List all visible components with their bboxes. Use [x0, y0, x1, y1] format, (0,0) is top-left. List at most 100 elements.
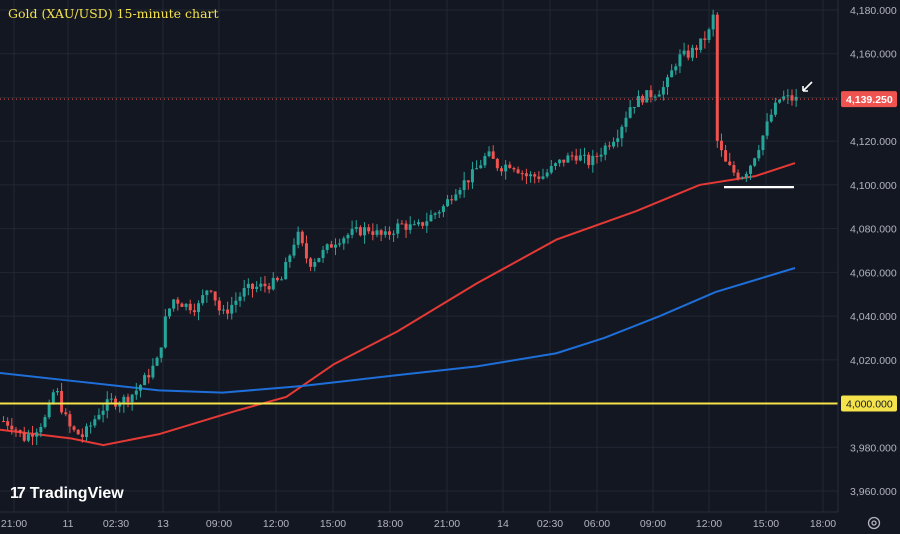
candle-body — [558, 159, 562, 164]
candle-body — [188, 303, 192, 311]
candle-body — [574, 155, 578, 161]
candle-body — [562, 159, 566, 163]
candle-body — [624, 117, 628, 127]
y-tick-label: 4,100.000 — [850, 180, 897, 192]
tradingview-logo[interactable]: 17 TradingView — [10, 485, 124, 503]
candle-body — [603, 145, 607, 155]
candle-body — [267, 286, 271, 290]
candle-body — [578, 155, 582, 161]
candle-body — [549, 166, 553, 173]
x-tick-label: 09:00 — [640, 518, 666, 530]
candle-body — [524, 173, 528, 177]
candle-body — [495, 158, 499, 169]
candle-body — [85, 426, 88, 438]
candle-body — [645, 90, 649, 103]
x-tick-label: 11 — [63, 518, 74, 530]
candle-body — [334, 244, 337, 248]
candle-body — [773, 102, 777, 115]
candle-body — [686, 50, 690, 58]
candle-body — [300, 231, 304, 244]
candle-body — [325, 244, 329, 250]
candle-body — [387, 231, 391, 235]
candle-body — [470, 169, 474, 183]
candle-body — [533, 174, 537, 177]
candle-body — [68, 414, 72, 427]
candle-body — [338, 243, 342, 245]
candle-body — [769, 114, 773, 122]
x-tick-label: 02:30 — [103, 518, 129, 530]
candle-body — [491, 151, 495, 159]
candle-body — [641, 95, 645, 103]
candle-body — [213, 291, 217, 301]
candle-body — [392, 233, 396, 235]
candle-body — [6, 421, 10, 426]
candle-body — [636, 95, 640, 108]
candle-body — [732, 164, 736, 173]
candle-body — [155, 357, 159, 366]
candle-body — [192, 310, 196, 313]
candle-body — [736, 172, 740, 179]
candle-body — [346, 234, 350, 239]
candle-body — [72, 426, 76, 430]
candle-body — [180, 303, 184, 307]
candle-body — [255, 286, 259, 289]
candle-body — [707, 29, 711, 40]
candle-body — [620, 126, 624, 139]
x-tick-label: 15:00 — [320, 518, 346, 530]
candle-body — [363, 227, 367, 236]
x-tick-label: 21:00 — [434, 518, 460, 530]
tradingview-logo-mark: 17 — [10, 485, 26, 502]
candle-body — [437, 212, 441, 214]
candle-body — [520, 173, 524, 175]
candle-body — [587, 154, 591, 166]
candle-body — [60, 391, 64, 413]
candle-body — [591, 155, 595, 166]
candle-body — [404, 223, 408, 230]
candle-body — [682, 50, 686, 55]
candle-body — [93, 419, 97, 426]
candle-body — [354, 227, 358, 229]
x-tick-label: 12:00 — [263, 518, 289, 530]
y-tick-label: 4,040.000 — [850, 311, 897, 323]
candle-body — [51, 392, 55, 404]
candle-body — [458, 190, 462, 195]
y-tick-label: 4,080.000 — [850, 224, 897, 236]
candle-body — [109, 398, 113, 400]
candle-body — [22, 432, 26, 441]
candle-body — [508, 164, 512, 168]
candle-body — [35, 432, 39, 437]
y-tick-label: 4,060.000 — [850, 267, 897, 279]
x-tick-label: 09:00 — [206, 518, 232, 530]
candle-body — [782, 96, 786, 100]
candle-body — [695, 47, 699, 50]
candle-body — [475, 168, 479, 170]
candle-body — [699, 38, 703, 50]
candle-body — [342, 238, 346, 244]
candle-body — [43, 417, 47, 427]
candle-body — [55, 391, 59, 393]
candle-body — [653, 96, 657, 98]
candle-body — [462, 180, 466, 191]
candle-body — [425, 221, 429, 226]
candle-body — [790, 95, 794, 101]
candle-body — [570, 155, 574, 157]
candle-body — [242, 287, 246, 297]
y-tick-label: 4,180.000 — [850, 5, 897, 17]
candle-body — [383, 231, 387, 235]
candle-body — [205, 290, 209, 296]
candle-body — [483, 156, 487, 166]
candle-body — [118, 404, 122, 407]
candle-body — [2, 421, 5, 423]
x-tick-label: 14 — [497, 518, 509, 530]
candle-body — [64, 412, 68, 415]
y-tick-label: 4,120.000 — [850, 136, 897, 148]
candle-body — [259, 283, 263, 287]
candle-body — [466, 180, 470, 183]
candle-body — [728, 161, 732, 165]
gear-icon[interactable] — [866, 515, 882, 531]
candle-body — [221, 309, 225, 311]
candle-body — [80, 434, 84, 438]
candle-body — [126, 396, 130, 403]
